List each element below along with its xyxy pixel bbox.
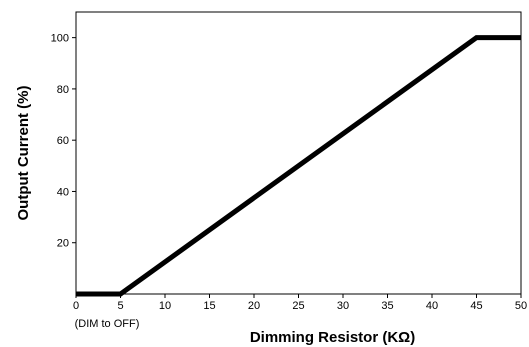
annotation-label: (DIM to OFF): [75, 318, 140, 330]
x-tick-label: 5: [117, 300, 123, 312]
y-axis-title: Output Current (%): [15, 86, 32, 221]
y-tick-label: 100: [51, 33, 69, 45]
x-axis-ticks: 0 5 10 15 20 25 30 35 40 45 50: [73, 294, 527, 312]
x-tick-label: 10: [159, 300, 171, 312]
y-tick-label: 60: [57, 135, 69, 147]
x-tick-label: 45: [470, 300, 482, 312]
y-tick-label: 80: [57, 84, 69, 96]
x-tick-label: 50: [515, 300, 527, 312]
x-tick-label: 35: [381, 300, 393, 312]
x-tick-label: 30: [337, 300, 349, 312]
series-layer: [76, 35, 521, 297]
y-tick-label: 20: [57, 238, 69, 250]
x-tick-label: 25: [292, 300, 304, 312]
x-tick-label: 0: [73, 300, 79, 312]
x-tick-label: 40: [426, 300, 438, 312]
series-line: [76, 35, 521, 297]
y-axis-ticks: 20 40 60 80 100: [51, 33, 76, 250]
x-tick-label: 20: [248, 300, 260, 312]
x-axis-title: Dimming Resistor (KΩ): [250, 329, 415, 346]
x-tick-label: 15: [203, 300, 215, 312]
annotations: (DIM to OFF): [75, 318, 140, 330]
y-tick-label: 40: [57, 186, 69, 198]
